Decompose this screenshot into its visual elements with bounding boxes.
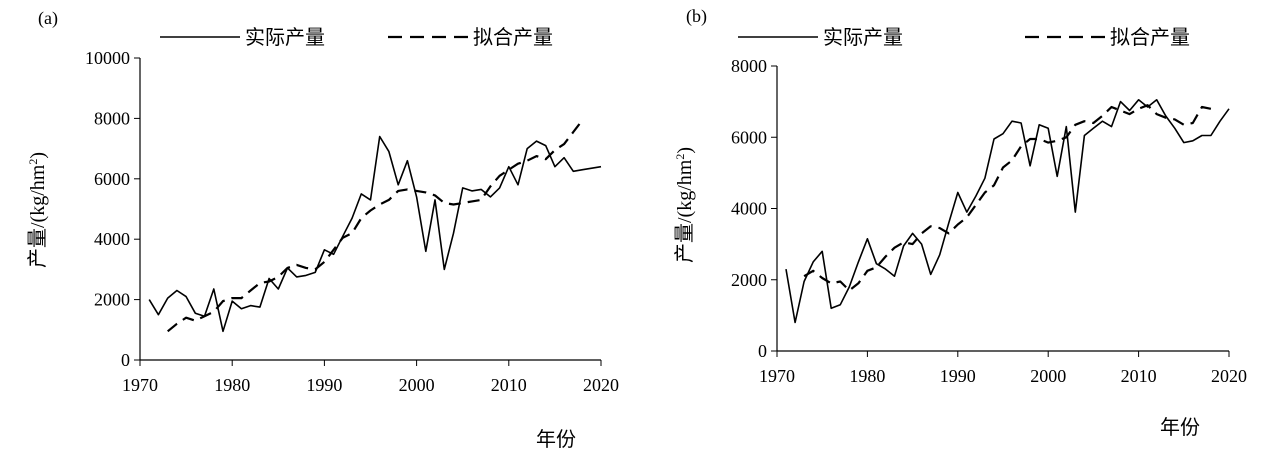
y-tick-label-a: 6000 <box>94 169 130 189</box>
x-tick-label-b: 1970 <box>759 366 795 386</box>
y-tick-label-b: 6000 <box>731 127 767 147</box>
x-tick-label-a: 2010 <box>491 375 527 395</box>
x-tick-label-b: 2010 <box>1121 366 1157 386</box>
legend-a: 实际产量 拟合产量 <box>160 26 553 49</box>
series-line-fitted-b <box>803 104 1212 292</box>
panel-label-a: (a) <box>38 8 58 29</box>
y-tick-label-a: 2000 <box>94 290 130 310</box>
axes-b: 0 2000 4000 6000 8000 1970 1980 1990 2000 2010 202… <box>731 56 1247 386</box>
y-tick-label-a: 4000 <box>94 229 130 249</box>
plot-area-a <box>148 119 602 333</box>
x-tick-label-b: 1990 <box>940 366 976 386</box>
panel-b: (b) 实际产量 拟合产量 产量/(kg/hm2) 年份 0 2000 4000 60… <box>673 6 1247 439</box>
y-tick-label-b: 2000 <box>731 270 767 290</box>
panel-a: (a) 实际产量 拟合产量 产量/(kg/hm2) 年份 0 2000 4000 60… <box>26 8 619 451</box>
ylabel-b: 产量/(kg/hm2) <box>673 147 696 263</box>
series-line-actual-b <box>785 99 1230 324</box>
y-tick-label-b: 8000 <box>731 56 767 76</box>
x-tick-label-b: 1980 <box>849 366 885 386</box>
axes-a: 0 2000 4000 6000 8000 10000 1970 1980 1990 2000 20… <box>85 48 619 395</box>
series-line-fitted-a <box>167 119 584 333</box>
y-tick-label-a: 8000 <box>94 108 130 128</box>
legend-label-actual-b: 实际产量 <box>823 26 903 49</box>
x-tick-label-a: 1990 <box>306 375 342 395</box>
x-tick-label-a: 2000 <box>399 375 435 395</box>
legend-b: 实际产量 拟合产量 <box>738 26 1190 49</box>
x-tick-label-a: 2020 <box>583 375 619 395</box>
legend-label-fitted-b: 拟合产量 <box>1110 26 1190 49</box>
y-tick-label-b: 0 <box>758 341 767 361</box>
x-tick-label-a: 1970 <box>122 375 158 395</box>
y-tick-label-a: 0 <box>121 350 130 370</box>
ylabel-a: 产量/(kg/hm2) <box>26 152 49 268</box>
ylabel-a-text: 产量/(kg/hm <box>26 164 49 268</box>
legend-label-fitted-a: 拟合产量 <box>473 26 553 49</box>
y-tick-label-b: 4000 <box>731 199 767 219</box>
y-tick-label-a: 10000 <box>85 48 130 68</box>
legend-label-actual-a: 实际产量 <box>245 26 325 49</box>
series-line-actual-a <box>148 135 602 333</box>
x-tick-label-a: 1980 <box>214 375 250 395</box>
x-tick-label-b: 2000 <box>1030 366 1066 386</box>
ylabel-b-text: 产量/(kg/hm <box>673 159 696 263</box>
xlabel-b: 年份 <box>1160 416 1200 439</box>
panel-label-b: (b) <box>686 6 707 27</box>
plot-area-b <box>785 99 1230 324</box>
xlabel-a: 年份 <box>536 428 576 451</box>
x-tick-label-b: 2020 <box>1211 366 1247 386</box>
